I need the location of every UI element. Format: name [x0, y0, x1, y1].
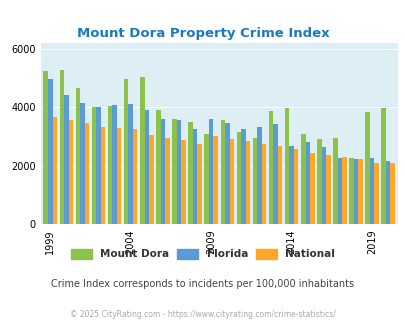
- Bar: [96, 107, 100, 224]
- Bar: [369, 158, 373, 224]
- Bar: [321, 147, 325, 224]
- Bar: [75, 88, 80, 224]
- Bar: [144, 110, 149, 224]
- Bar: [220, 120, 224, 224]
- Bar: [385, 161, 390, 224]
- Bar: [52, 117, 57, 224]
- Bar: [100, 127, 105, 224]
- Text: Crime Index corresponds to incidents per 100,000 inhabitants: Crime Index corresponds to incidents per…: [51, 279, 354, 289]
- Bar: [160, 119, 165, 224]
- Bar: [181, 140, 185, 224]
- Bar: [337, 158, 341, 224]
- Bar: [43, 71, 48, 224]
- Bar: [85, 122, 89, 224]
- Bar: [252, 138, 257, 224]
- Bar: [112, 105, 117, 224]
- Bar: [133, 129, 137, 224]
- Bar: [309, 153, 314, 224]
- Bar: [224, 123, 229, 224]
- Bar: [325, 155, 330, 224]
- Text: Mount Dora Property Crime Index: Mount Dora Property Crime Index: [77, 26, 328, 40]
- Bar: [108, 106, 112, 224]
- Bar: [188, 122, 192, 224]
- Bar: [257, 127, 261, 224]
- Bar: [373, 163, 378, 224]
- Bar: [204, 134, 209, 224]
- Bar: [156, 110, 160, 224]
- Bar: [390, 163, 394, 224]
- Bar: [176, 119, 181, 224]
- Bar: [381, 109, 385, 224]
- Bar: [268, 111, 273, 224]
- Bar: [341, 157, 346, 224]
- Bar: [289, 146, 293, 224]
- Bar: [172, 119, 176, 224]
- Bar: [348, 158, 353, 224]
- Bar: [300, 134, 305, 224]
- Bar: [357, 159, 362, 224]
- Bar: [241, 129, 245, 224]
- Bar: [92, 107, 96, 224]
- Bar: [197, 144, 201, 224]
- Bar: [117, 128, 121, 224]
- Bar: [273, 124, 277, 224]
- Bar: [277, 146, 281, 224]
- Bar: [305, 143, 309, 224]
- Bar: [149, 135, 153, 224]
- Bar: [353, 158, 357, 224]
- Bar: [140, 77, 144, 224]
- Bar: [128, 104, 133, 224]
- Bar: [60, 70, 64, 224]
- Bar: [284, 109, 289, 224]
- Bar: [48, 80, 52, 224]
- Bar: [68, 119, 73, 224]
- Legend: Mount Dora, Florida, National: Mount Dora, Florida, National: [66, 245, 339, 264]
- Bar: [165, 138, 169, 224]
- Bar: [229, 139, 233, 224]
- Bar: [333, 138, 337, 224]
- Bar: [124, 80, 128, 224]
- Bar: [209, 119, 213, 224]
- Bar: [364, 112, 369, 224]
- Bar: [316, 139, 321, 224]
- Bar: [192, 129, 197, 224]
- Bar: [80, 103, 85, 224]
- Bar: [64, 95, 68, 224]
- Bar: [213, 136, 217, 224]
- Bar: [293, 149, 298, 224]
- Bar: [245, 141, 249, 224]
- Text: © 2025 CityRating.com - https://www.cityrating.com/crime-statistics/: © 2025 CityRating.com - https://www.city…: [70, 310, 335, 319]
- Bar: [236, 132, 241, 224]
- Bar: [261, 144, 266, 224]
